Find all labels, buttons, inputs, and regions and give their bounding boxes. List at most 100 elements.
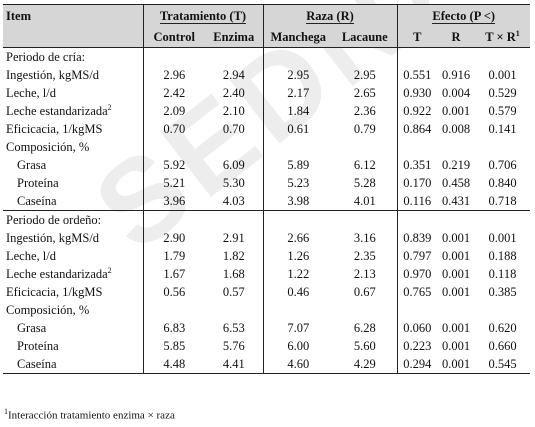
value-cell: 0.001 [488, 230, 517, 245]
value-cell: 0.001 [441, 266, 471, 281]
value-cell: 5.76 [222, 338, 245, 353]
row-label: Leche estandarizada2 [3, 102, 143, 120]
table-row: Composición, % [3, 301, 530, 319]
value-cell: 0.706 [488, 157, 517, 172]
section-row: Periodo de ordeño: [3, 210, 531, 229]
footnote-text: Interacción tratamiento enzima × raza [8, 409, 175, 422]
value-cell: 2.10 [222, 103, 245, 118]
row-label: Ingestión, kgMS/d [3, 229, 143, 247]
row-label-sup: 2 [107, 102, 112, 112]
row-label: Composición, % [3, 301, 143, 319]
value-cell: 0.008 [441, 121, 471, 136]
value-cell: 0.001 [488, 67, 517, 82]
value-cell: 0.864 [396, 120, 437, 138]
value-cell [262, 138, 333, 156]
value-cell: 0.001 [441, 230, 471, 245]
row-label: Grasa [3, 319, 143, 337]
value-cell: 2.95 [353, 67, 376, 82]
value-cell: 6.09 [222, 157, 245, 172]
value-cell: 0.61 [262, 120, 333, 138]
value-cell: 0.545 [475, 355, 531, 374]
value-cell: 3.98 [262, 192, 333, 211]
row-label: Leche, l/d [3, 84, 143, 102]
value-cell: 5.60 [353, 338, 376, 353]
value-cell [475, 301, 530, 319]
footnote-sup: 1 [4, 407, 8, 416]
value-cell [205, 138, 263, 156]
value-cell [475, 138, 530, 156]
value-cell: 0.797 [396, 247, 437, 265]
row-label-text: Proteína [17, 175, 59, 190]
row-label-text: Leche, l/d [6, 85, 56, 100]
header-manchega: Manchega [262, 27, 333, 48]
table-row: Leche, l/d 2.42 2.40 2.17 2.65 0.930 0.004 0.52… [3, 84, 530, 102]
row-label-text: Eficicacia, 1/kgMS [6, 121, 103, 136]
value-cell: 5.92 [142, 156, 205, 174]
value-cell: 0.170 [396, 174, 437, 192]
header-efecto: Efecto (P <) [396, 4, 531, 27]
row-label: Proteína [3, 337, 143, 355]
table-row: Grasa 6.83 6.53 7.07 6.28 0.060 0.001 0.620 [3, 319, 530, 337]
header-enzima: Enzima [205, 27, 263, 48]
header-txr-sup: 1 [515, 28, 520, 38]
results-table: Item Tratamiento (T) Raza (R) Efecto (P … [3, 4, 531, 374]
row-label: Grasa [3, 156, 143, 174]
value-cell: 0.001 [441, 103, 471, 118]
value-cell: 2.36 [353, 103, 376, 118]
header-control: Control [142, 27, 205, 48]
value-cell: 0.223 [396, 337, 437, 355]
header-item-empty [3, 27, 143, 48]
value-cell [333, 138, 397, 156]
value-cell: 1.82 [222, 248, 245, 263]
value-cell: 0.001 [437, 355, 475, 374]
value-cell: 1.84 [262, 102, 333, 120]
value-cell: 2.66 [262, 229, 333, 247]
table-row: Eficicacia, 1/kgMS 0.70 0.70 0.61 0.79 0.864 0… [3, 120, 530, 138]
value-cell [142, 138, 205, 156]
value-cell: 6.28 [353, 320, 376, 335]
row-label: Ingestión, kgMS/d [3, 66, 143, 84]
value-cell: 5.30 [222, 175, 245, 190]
value-cell: 0.56 [142, 283, 205, 301]
value-cell: 2.65 [353, 85, 376, 100]
value-cell [205, 301, 263, 319]
value-cell: 7.07 [262, 319, 333, 337]
value-cell: 0.916 [441, 67, 471, 82]
row-label-text: Leche estandarizada [6, 104, 108, 119]
value-cell: 2.90 [142, 229, 205, 247]
value-cell: 0.529 [488, 85, 517, 100]
value-cell: 0.004 [441, 85, 471, 100]
table-body: Periodo de cría: Ingestión, kgMS/d 2.96 2.9… [3, 47, 531, 374]
value-cell: 2.95 [262, 66, 333, 84]
value-cell [396, 301, 437, 319]
value-cell: 0.765 [396, 283, 437, 301]
table-row: Ingestión, kgMS/d 2.96 2.94 2.95 2.95 0.551 0.… [3, 66, 530, 84]
row-label-text: Ingestión, kgMS/d [6, 67, 100, 82]
value-cell [262, 301, 333, 319]
value-cell: 3.96 [142, 192, 205, 211]
value-cell: 0.922 [396, 102, 437, 120]
row-label-text: Proteína [17, 338, 59, 353]
table-row: Ingestión, kgMS/d 2.90 2.91 2.66 3.16 0.839 0.… [3, 229, 530, 247]
row-label: Proteína [3, 174, 143, 192]
row-label-text: Caseína [17, 356, 57, 371]
table-row: Caseína 4.48 4.41 4.60 4.29 0.294 0.001 0.545 [3, 355, 531, 374]
value-cell: 0.67 [353, 284, 376, 299]
value-cell: 0.294 [396, 355, 437, 374]
value-cell: 5.85 [142, 337, 205, 355]
value-cell: 0.57 [222, 284, 245, 299]
empty-cell [262, 47, 333, 66]
row-label: Eficicacia, 1/kgMS [3, 283, 143, 301]
table-row: Leche estandarizada2 2.09 2.10 1.84 2.36 0.92… [3, 102, 530, 120]
empty-cell [437, 48, 475, 67]
value-cell: 4.60 [262, 355, 333, 374]
value-cell: 2.94 [222, 67, 245, 82]
value-cell: 0.001 [441, 284, 471, 299]
value-cell: 0.840 [488, 175, 517, 190]
value-cell: 2.40 [222, 85, 245, 100]
value-cell: 0.001 [441, 338, 471, 353]
value-cell: 3.16 [353, 230, 376, 245]
value-cell: 0.431 [441, 193, 471, 208]
header-txr: T × R1 [475, 27, 531, 48]
table-row: Composición, % [3, 138, 530, 156]
